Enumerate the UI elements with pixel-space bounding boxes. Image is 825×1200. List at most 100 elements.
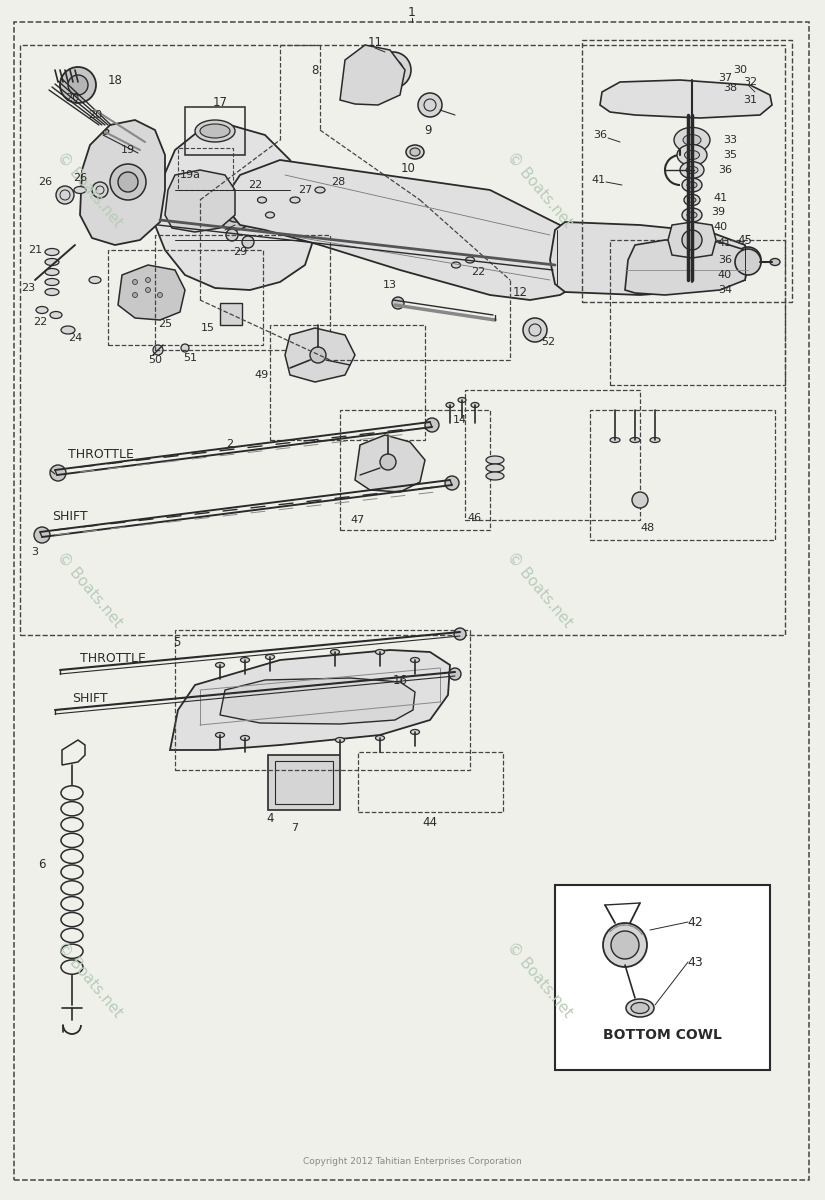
Bar xyxy=(340,410,490,530)
Polygon shape xyxy=(600,80,772,118)
Circle shape xyxy=(133,293,138,298)
Ellipse shape xyxy=(406,145,424,158)
Text: 35: 35 xyxy=(723,150,737,160)
Circle shape xyxy=(226,229,238,241)
Circle shape xyxy=(217,194,253,230)
Ellipse shape xyxy=(685,150,700,160)
Text: 5: 5 xyxy=(173,636,181,648)
Circle shape xyxy=(392,296,404,308)
Ellipse shape xyxy=(451,262,460,268)
Ellipse shape xyxy=(687,212,697,218)
Ellipse shape xyxy=(684,194,700,205)
Bar xyxy=(185,107,245,155)
Circle shape xyxy=(418,92,442,116)
Text: 41: 41 xyxy=(713,193,727,203)
Text: 43: 43 xyxy=(687,955,703,968)
Bar xyxy=(610,240,785,385)
Text: © Boats.net: © Boats.net xyxy=(54,550,125,630)
Bar xyxy=(108,250,263,346)
Ellipse shape xyxy=(257,197,266,203)
Ellipse shape xyxy=(61,326,75,334)
Text: 41: 41 xyxy=(591,175,605,185)
Ellipse shape xyxy=(45,288,59,295)
Text: 1: 1 xyxy=(408,6,416,18)
Circle shape xyxy=(68,74,88,95)
Circle shape xyxy=(611,931,639,959)
Text: 10: 10 xyxy=(401,162,416,174)
Text: 24: 24 xyxy=(68,332,82,343)
Text: 49: 49 xyxy=(255,370,269,380)
Circle shape xyxy=(425,418,439,432)
Text: 18: 18 xyxy=(107,73,122,86)
Ellipse shape xyxy=(465,257,474,263)
Text: 25: 25 xyxy=(158,319,172,329)
Text: 28: 28 xyxy=(331,176,345,187)
Circle shape xyxy=(60,67,96,103)
Text: 29: 29 xyxy=(233,247,248,257)
Text: 17: 17 xyxy=(213,96,228,109)
Ellipse shape xyxy=(266,212,275,218)
Polygon shape xyxy=(155,125,315,290)
Ellipse shape xyxy=(74,186,86,193)
Text: 38: 38 xyxy=(723,83,737,92)
Circle shape xyxy=(34,527,50,542)
Ellipse shape xyxy=(45,278,59,286)
Circle shape xyxy=(380,454,396,470)
Bar xyxy=(20,44,785,635)
Text: Copyright 2012 Tahitian Enterprises Corporation: Copyright 2012 Tahitian Enterprises Corp… xyxy=(303,1158,521,1166)
Text: 50: 50 xyxy=(148,355,162,365)
Circle shape xyxy=(682,230,702,250)
Text: 31: 31 xyxy=(743,95,757,104)
Text: 40: 40 xyxy=(718,270,732,280)
Ellipse shape xyxy=(45,258,59,265)
Polygon shape xyxy=(80,120,165,245)
Text: 22: 22 xyxy=(248,180,262,190)
Polygon shape xyxy=(625,240,748,295)
Ellipse shape xyxy=(241,736,249,740)
Text: 27: 27 xyxy=(298,185,312,194)
Text: 22: 22 xyxy=(33,317,47,326)
Text: 14: 14 xyxy=(453,415,467,425)
Text: 30: 30 xyxy=(733,65,747,74)
Text: 52: 52 xyxy=(541,337,555,347)
Circle shape xyxy=(449,668,461,680)
Circle shape xyxy=(242,236,254,248)
Ellipse shape xyxy=(682,208,702,222)
Bar xyxy=(582,40,792,302)
Ellipse shape xyxy=(486,464,504,472)
Circle shape xyxy=(110,164,146,200)
Ellipse shape xyxy=(89,276,101,283)
Ellipse shape xyxy=(375,649,384,654)
Text: 44: 44 xyxy=(422,816,437,828)
Ellipse shape xyxy=(200,124,230,138)
Ellipse shape xyxy=(682,178,702,192)
Text: 41: 41 xyxy=(718,238,732,248)
Circle shape xyxy=(50,464,66,481)
Polygon shape xyxy=(550,222,748,295)
Text: SHIFT: SHIFT xyxy=(52,510,87,523)
Ellipse shape xyxy=(680,162,704,179)
Ellipse shape xyxy=(45,269,59,276)
Ellipse shape xyxy=(626,998,654,1018)
Circle shape xyxy=(225,202,245,222)
Text: 21: 21 xyxy=(28,245,42,254)
Ellipse shape xyxy=(688,198,696,203)
Bar xyxy=(275,761,333,804)
Text: 40: 40 xyxy=(713,222,727,232)
Text: 15: 15 xyxy=(201,323,215,332)
Circle shape xyxy=(735,247,761,272)
Bar xyxy=(555,886,770,1070)
Ellipse shape xyxy=(266,654,275,660)
Ellipse shape xyxy=(50,312,62,318)
Ellipse shape xyxy=(36,306,48,313)
Bar xyxy=(220,302,242,325)
Circle shape xyxy=(523,318,547,342)
Text: © Boats.net: © Boats.net xyxy=(54,940,125,1020)
Ellipse shape xyxy=(45,248,59,256)
Bar xyxy=(358,752,503,812)
Text: 37: 37 xyxy=(718,73,732,83)
Polygon shape xyxy=(340,44,405,104)
Text: 7: 7 xyxy=(291,823,299,833)
Ellipse shape xyxy=(770,258,780,265)
Ellipse shape xyxy=(103,130,109,134)
